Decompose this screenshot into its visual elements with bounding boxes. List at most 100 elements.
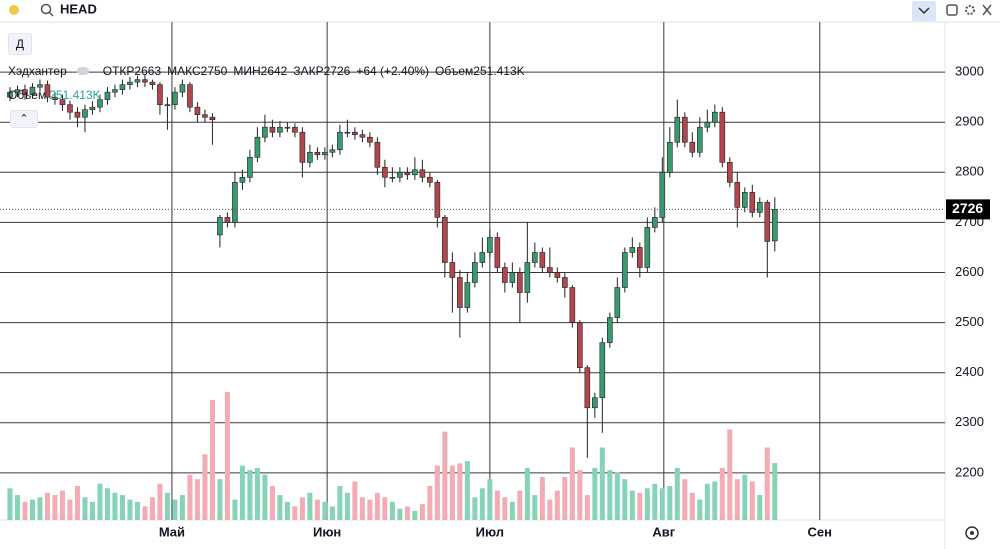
volume-bar <box>667 486 673 520</box>
candle-body <box>59 99 66 105</box>
candle-body <box>322 151 328 156</box>
close-icon[interactable] <box>982 4 992 16</box>
volume-bar <box>329 506 335 520</box>
candle-body <box>734 182 741 208</box>
candle-body <box>764 202 771 242</box>
candle-body <box>607 317 613 343</box>
candle-body <box>487 237 493 253</box>
volume-bar <box>277 495 283 520</box>
candle-body <box>247 156 253 178</box>
y-tick-label: 2600 <box>955 264 984 279</box>
candle-body <box>104 91 111 100</box>
candle-body <box>142 79 148 83</box>
legend-key: Объем <box>435 64 474 78</box>
volume-bar <box>359 497 365 520</box>
legend-value: 2750 <box>200 64 228 78</box>
candle-body <box>232 182 238 223</box>
volume-bar <box>344 492 350 520</box>
volume-bar <box>449 465 455 520</box>
candle-body <box>524 262 531 293</box>
toolbar <box>0 0 1000 22</box>
status-dot <box>9 5 19 15</box>
volume-bar <box>239 465 245 520</box>
volume-bar <box>284 501 290 520</box>
dropdown[interactable] <box>912 1 936 21</box>
instrument-name: Хэдхантер <box>8 64 67 78</box>
last-price-box <box>946 199 990 220</box>
volume-bar <box>419 504 425 520</box>
candle-body <box>562 277 568 288</box>
volume-bar <box>322 501 328 520</box>
y-tick-label: 2400 <box>955 364 984 379</box>
y-tick-label: 2300 <box>955 414 984 429</box>
candle-body <box>502 267 508 283</box>
candle-body <box>592 397 598 409</box>
volume-bar <box>157 483 163 520</box>
legend: Хэдхантер ОТКР 2663 МАКС 2750 МИН 2642 З… <box>8 64 525 78</box>
settings-icon[interactable] <box>965 5 975 15</box>
volume-bar <box>164 492 170 520</box>
volume-bar <box>82 497 88 520</box>
volume-bar <box>187 474 193 520</box>
candle-body <box>14 89 21 93</box>
candle-body <box>667 141 673 173</box>
volume-bar <box>764 447 770 520</box>
volume-bar <box>569 447 575 520</box>
candle-body <box>532 252 538 263</box>
volume-bar <box>464 461 470 520</box>
volume-bar <box>494 490 500 520</box>
candle-body <box>164 104 171 106</box>
volume-bar <box>674 467 680 520</box>
volume-bar <box>772 463 778 520</box>
volume-bar <box>374 492 380 520</box>
candle-body <box>449 262 456 278</box>
candle-body <box>224 217 231 223</box>
candle-body <box>344 131 351 134</box>
y-tick-label: 3000 <box>955 64 984 79</box>
candle-body <box>284 126 291 129</box>
candle-body <box>269 126 276 133</box>
volume-bar <box>292 506 298 520</box>
candle-body <box>539 252 546 268</box>
volume-bar <box>254 467 260 520</box>
symbol[interactable]: HEAD <box>60 1 97 16</box>
candle-body <box>719 111 726 163</box>
volume-bar <box>299 497 305 520</box>
candle-body <box>727 161 733 183</box>
interval-button[interactable]: Д <box>8 33 32 55</box>
volume-bar <box>742 474 748 520</box>
legend-value: 251.413K <box>473 64 525 78</box>
candle-body <box>82 109 88 118</box>
candle-body <box>67 104 73 113</box>
volume-bar <box>644 488 650 520</box>
volume-bar <box>149 497 155 520</box>
window-icon[interactable] <box>946 4 958 16</box>
y-tick-label: 2500 <box>955 314 984 329</box>
volume-bar <box>434 465 440 520</box>
volume-bar <box>37 497 43 520</box>
candle-body <box>337 131 343 151</box>
candle-body <box>419 169 426 178</box>
volume-bar <box>262 474 268 520</box>
candle-body <box>464 282 471 308</box>
volume-bar <box>472 497 478 520</box>
candle-body <box>404 172 411 176</box>
volume-bar <box>29 499 35 520</box>
search-icon[interactable] <box>40 3 52 15</box>
axis-settings[interactable] <box>965 526 979 540</box>
candle-body <box>359 134 366 138</box>
volume-bar <box>127 499 133 520</box>
collapse-button[interactable]: ⌃ <box>10 110 38 128</box>
candle-body <box>367 136 373 143</box>
candle-body <box>457 277 463 308</box>
volume-bar <box>689 492 695 520</box>
legend-value: 2726 <box>323 64 351 78</box>
volume-bar <box>97 483 103 520</box>
candle-body <box>689 141 696 153</box>
dropdown-icon <box>918 7 930 15</box>
volume-bar <box>217 479 223 520</box>
candle-body <box>277 126 283 133</box>
volume-bar <box>367 499 373 520</box>
candle-body <box>697 126 703 153</box>
